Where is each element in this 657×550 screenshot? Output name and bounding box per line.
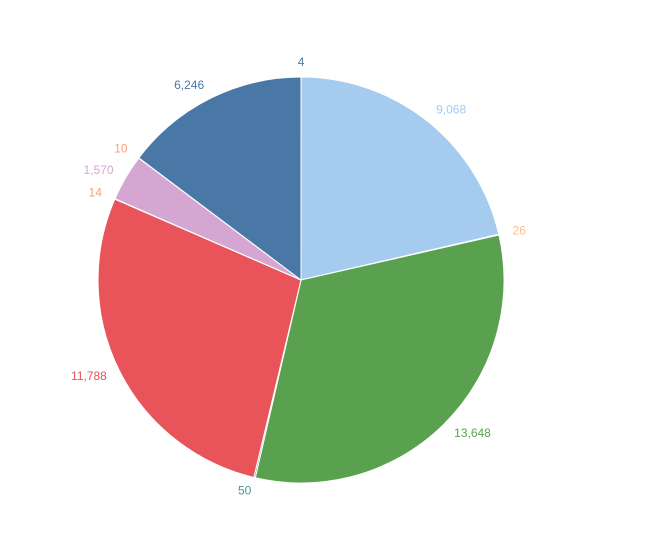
data-label: 10 xyxy=(114,142,128,156)
data-label: 26 xyxy=(513,224,527,238)
data-label: 9,068 xyxy=(436,102,466,116)
data-label: 11,788 xyxy=(71,369,107,383)
data-label: 4 xyxy=(298,55,305,69)
data-label: 14 xyxy=(89,186,103,200)
data-label: 1,570 xyxy=(84,163,114,177)
data-label: 13,648 xyxy=(454,426,491,440)
data-label: 50 xyxy=(238,483,252,497)
data-label: 6,246 xyxy=(174,78,204,92)
